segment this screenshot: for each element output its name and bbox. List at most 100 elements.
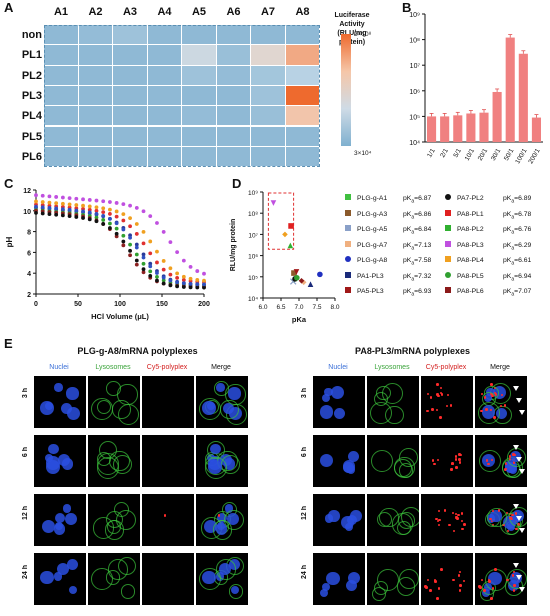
titration-point — [67, 214, 72, 219]
heatmap-chart: A1 A2 A3 A4 A5 A6 A7 A8 non PL1 PL2 PL3 PL4 PL5 PL6 — [0, 0, 370, 170]
heatmap-cell — [113, 45, 147, 65]
cell-signal — [48, 443, 59, 455]
heatmap-cell — [147, 126, 181, 146]
titration-point — [121, 233, 126, 238]
micrograph-tile — [196, 435, 248, 487]
y-tick-label: 10⁹ — [248, 190, 258, 197]
panel-label-c: C — [4, 176, 14, 191]
titration-point — [175, 280, 180, 285]
micrograph-tile — [196, 376, 248, 428]
cell-signal — [204, 456, 228, 480]
titration-point — [175, 275, 180, 280]
titration-point — [128, 253, 132, 258]
heatmap-cell — [285, 85, 319, 106]
cell-signal — [215, 559, 236, 580]
polyplex-dot — [446, 393, 450, 397]
heatmap-cell — [78, 85, 112, 106]
heatmap-legend-title: Luciferase Activity (RLU/mg protein) — [334, 12, 370, 46]
titration-point — [148, 264, 153, 269]
legend-pka-value: 6.94 — [518, 272, 532, 280]
titration-point — [101, 210, 106, 215]
cell-signal — [321, 582, 331, 591]
heatmap-cell — [78, 65, 112, 85]
titration-point — [181, 274, 186, 279]
heatmap-cell — [44, 126, 78, 146]
heatmap-row-label: non — [21, 29, 42, 41]
polyplex-dot — [455, 516, 458, 520]
titration-point — [161, 230, 166, 234]
legend-pka-prefix: pKa= — [403, 288, 419, 298]
legend-marker — [345, 225, 351, 231]
titration-point — [134, 222, 139, 226]
titration-point — [161, 275, 166, 280]
y-tick-label: 10⁸ — [248, 211, 258, 218]
legend-pka-value: 7.58 — [418, 257, 432, 264]
titration-point — [101, 199, 106, 204]
titration-point — [114, 214, 119, 219]
legend-pka-value: 6.89 — [518, 195, 532, 202]
heatmap-colorbar — [341, 34, 351, 146]
arrowhead-icon — [516, 398, 522, 403]
x-tick-label: 50 — [74, 301, 82, 308]
polyplex-dot — [490, 383, 493, 386]
titration-point — [47, 205, 52, 210]
polyplex-dot — [436, 383, 439, 386]
cell-signal — [117, 384, 138, 405]
bar — [505, 37, 515, 142]
polyplex-dot — [454, 512, 458, 516]
titration-point — [94, 211, 99, 216]
titration-point — [161, 259, 166, 263]
polyplex-dot — [489, 517, 492, 521]
titration-point — [128, 242, 132, 247]
pka-legend-item: PLG-g-A7 pKa=7.13 — [345, 240, 431, 251]
legend-name: PA5-PL3 — [357, 288, 384, 295]
titration-point — [175, 271, 180, 276]
bar — [427, 116, 437, 142]
titration-point — [101, 206, 106, 211]
polyplex-dot — [425, 586, 428, 589]
titration-point — [108, 207, 112, 212]
polyplex-dot — [494, 568, 497, 571]
titration-point — [141, 241, 146, 246]
y-tick-label: 10⁶ — [409, 89, 420, 96]
micrograph-tile — [88, 553, 140, 605]
polyplex-dot — [448, 523, 451, 527]
heatmap-cell — [182, 126, 216, 146]
y-tick-label: 10⁶ — [248, 254, 258, 261]
polyplex-dot — [512, 570, 516, 574]
pka-legend-item: PA8-PL6 pKa=7.07 — [445, 287, 531, 297]
polyplex-dot — [443, 509, 447, 512]
arrowhead-icon — [519, 410, 525, 415]
arrowhead-icon — [513, 445, 519, 450]
heatmap-cell — [182, 146, 216, 167]
polyplex-dot — [512, 589, 516, 592]
titration-point — [161, 281, 166, 286]
titration-point — [74, 196, 79, 201]
micrograph-tile — [421, 494, 473, 546]
polyplex-dot — [436, 458, 440, 462]
bar — [518, 53, 528, 142]
cell-signal — [62, 504, 72, 513]
heatmap-cell — [216, 45, 250, 65]
heatmap-cell — [78, 146, 112, 167]
titration-point — [114, 221, 119, 226]
cell-signal — [478, 402, 501, 425]
x-axis-title: HCl Volume (μL) — [91, 312, 149, 321]
titration-point — [141, 267, 146, 272]
legend-pka-value: 6.29 — [518, 241, 532, 249]
polyplex-dot — [480, 409, 483, 413]
polyplex-dot — [483, 396, 486, 399]
titration-point — [128, 224, 132, 229]
polyplex-dot — [485, 408, 488, 411]
polyplex-dot — [437, 509, 441, 513]
titration-point — [81, 216, 85, 220]
polyplex-dot — [502, 523, 505, 527]
titration-point — [188, 285, 193, 290]
polyplex-dot — [487, 462, 490, 466]
x-tick-label: 150 — [156, 301, 168, 308]
polyplex-dot — [493, 391, 497, 395]
titration-point — [87, 207, 92, 212]
titration-point — [34, 193, 38, 198]
polyplex-dot — [488, 580, 491, 583]
heatmap-cell — [113, 146, 147, 167]
